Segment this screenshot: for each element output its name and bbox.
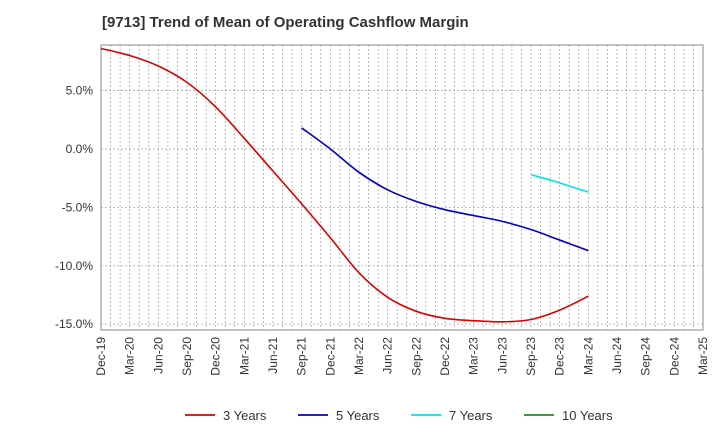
plot-area-frame	[100, 44, 704, 331]
legend-label-3-years: 3 Years	[223, 408, 267, 423]
y-tick-label: -10.0%	[55, 259, 93, 273]
x-tick-label: Jun-24	[610, 337, 624, 374]
series-line-7-years	[530, 173, 589, 193]
x-tick-label: Sep-20	[180, 337, 194, 376]
x-tick-label: Dec-20	[209, 337, 223, 376]
x-tick-label: Mar-25	[696, 337, 710, 375]
series-layer	[100, 47, 589, 323]
x-tick-label: Sep-22	[409, 337, 423, 376]
x-tick-label: Jun-23	[495, 337, 509, 374]
grid-layer	[101, 45, 703, 330]
legend-label-7-years: 7 Years	[449, 408, 493, 423]
x-tick-label: Mar-21	[237, 337, 251, 375]
legend: 3 Years 5 Years 7 Years 10 Years	[185, 408, 613, 423]
series-line-3-years	[100, 47, 589, 323]
x-tick-label: Dec-19	[94, 337, 108, 376]
x-tick-label: Sep-24	[639, 337, 653, 376]
x-tick-label: Mar-24	[581, 337, 595, 375]
series-line-5-years	[301, 127, 589, 252]
y-tick-label: -15.0%	[55, 317, 93, 331]
chart-title: [9713] Trend of Mean of Operating Cashfl…	[102, 14, 469, 31]
legend-label-5-years: 5 Years	[336, 408, 380, 423]
x-tick-label: Mar-22	[352, 337, 366, 375]
y-tick-label: 5.0%	[66, 84, 94, 98]
x-tick-label: Sep-23	[524, 337, 538, 376]
x-tick-label: Dec-22	[438, 337, 452, 376]
legend-label-10-years: 10 Years	[562, 408, 613, 423]
x-tick-label: Sep-21	[295, 337, 309, 376]
x-tick-label: Mar-23	[467, 337, 481, 375]
x-tick-label: Dec-24	[667, 337, 681, 376]
y-axis: 5.0% 0.0% -5.0% -10.0% -15.0%	[55, 84, 93, 332]
x-tick-label: Dec-21	[323, 337, 337, 376]
y-tick-label: 0.0%	[66, 142, 94, 156]
x-tick-label: Jun-21	[266, 337, 280, 374]
y-tick-label: -5.0%	[62, 200, 94, 214]
x-tick-label: Mar-20	[123, 337, 137, 375]
x-tick-label: Dec-23	[553, 337, 567, 376]
x-tick-label: Jun-20	[151, 337, 165, 374]
x-axis: Dec-19 Mar-20 Jun-20 Sep-20 Dec-20 Mar-21 Jun-…	[94, 337, 710, 376]
x-tick-label: Jun-22	[381, 337, 395, 374]
